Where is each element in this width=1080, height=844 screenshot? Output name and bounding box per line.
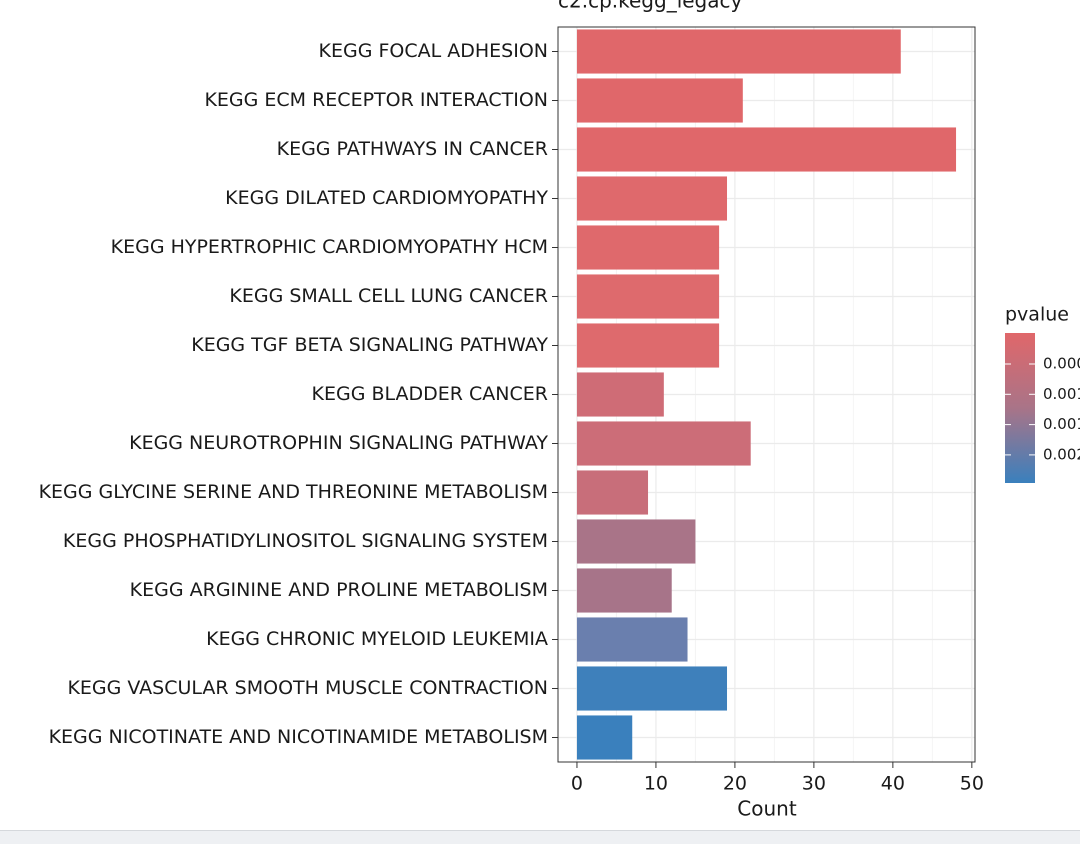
- x-axis-title: Count: [737, 797, 797, 821]
- bars: [576, 29, 957, 760]
- y-tick-label: KEGG NICOTINATE AND NICOTINAMIDE METABOL…: [49, 726, 548, 748]
- x-tick-label: 0: [571, 773, 583, 795]
- y-tick-label: KEGG TGF BETA SIGNALING PATHWAY: [191, 334, 548, 356]
- y-tick-label: KEGG BLADDER CANCER: [312, 383, 548, 405]
- bar: [576, 127, 957, 172]
- x-tick-label: 20: [723, 773, 747, 795]
- y-tick-label: KEGG VASCULAR SMOOTH MUSCLE CONTRACTION: [67, 677, 548, 699]
- bar: [576, 666, 728, 711]
- bar: [576, 715, 633, 760]
- y-tick-label: KEGG ECM RECEPTOR INTERACTION: [204, 89, 548, 111]
- bar: [576, 372, 664, 417]
- y-tick-label: KEGG SMALL CELL LUNG CANCER: [229, 285, 548, 307]
- bar: [576, 470, 649, 515]
- y-tick-label: KEGG PHOSPHATIDYLINOSITOL SIGNALING SYST…: [63, 530, 548, 552]
- bar: [576, 274, 720, 319]
- y-tick-label: KEGG CHRONIC MYELOID LEUKEMIA: [206, 628, 548, 650]
- axes: 0 10 20 30 40 50 KEGG FOCAL ADHESION KEGG ECM R…: [39, 40, 984, 795]
- y-tick-label: KEGG HYPERTROPHIC CARDIOMYOPATHY HCM: [111, 236, 548, 258]
- bar: [576, 225, 720, 270]
- bar: [576, 323, 720, 368]
- chart-title: c2.cp.kegg_legacy: [558, 0, 743, 13]
- legend-colorbar: [1005, 333, 1035, 483]
- x-tick-label: 30: [802, 773, 826, 795]
- bar: [576, 617, 688, 662]
- x-tick-label: 50: [960, 773, 984, 795]
- bar: [576, 421, 751, 466]
- window-footer: [0, 830, 1080, 844]
- bar: [576, 519, 696, 564]
- y-tick-label: KEGG DILATED CARDIOMYOPATHY: [225, 187, 548, 209]
- y-tick-label: KEGG PATHWAYS IN CANCER: [277, 138, 548, 160]
- legend-label: 0.000: [1043, 355, 1080, 373]
- y-tick-label: KEGG ARGININE AND PROLINE METABOLISM: [130, 579, 548, 601]
- x-tick-label: 40: [881, 773, 905, 795]
- y-tick-label: KEGG FOCAL ADHESION: [319, 40, 548, 62]
- legend-label: 0.001: [1043, 385, 1080, 403]
- y-tick-label: KEGG GLYCINE SERINE AND THREONINE METABO…: [39, 481, 548, 503]
- bar: [576, 78, 743, 123]
- x-tick-label: 10: [644, 773, 668, 795]
- bar: [576, 568, 672, 613]
- legend-title: pvalue: [1005, 304, 1069, 326]
- legend-label: 0.002: [1043, 445, 1080, 463]
- legend-label: 0.001: [1043, 415, 1080, 433]
- bar: [576, 29, 901, 74]
- y-tick-label: KEGG NEUROTROPHIN SIGNALING PATHWAY: [129, 432, 548, 454]
- bar: [576, 176, 728, 221]
